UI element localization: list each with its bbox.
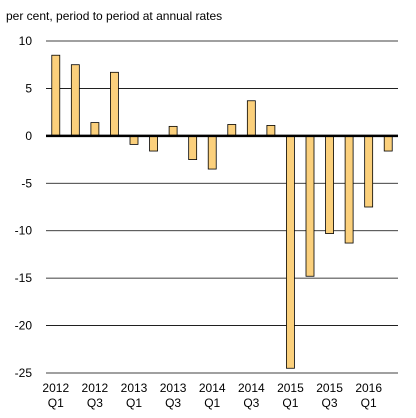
bar (110, 71, 119, 137)
x-tick-label: 2012 (42, 381, 69, 395)
bar (207, 135, 217, 170)
x-tick-label: Q3 (165, 396, 181, 410)
x-tick-label: 2014 (199, 381, 226, 395)
y-tick-label: -25 (15, 366, 33, 380)
x-tick-label: Q3 (87, 396, 103, 410)
bar (286, 135, 295, 369)
y-tick-label: -5 (21, 176, 32, 190)
x-tick-label: 2013 (160, 381, 187, 395)
bar (364, 135, 374, 208)
x-tick-label: 2015 (316, 381, 343, 395)
y-tick-label: 0 (25, 129, 32, 143)
x-tick-label: Q3 (322, 396, 338, 410)
bar (383, 135, 393, 152)
bar (70, 64, 80, 137)
y-tick-label: -15 (15, 271, 33, 285)
x-tick-label: Q1 (361, 396, 377, 410)
y-tick-label: -20 (15, 319, 33, 333)
bar (266, 125, 276, 137)
x-tick-label: Q3 (243, 396, 259, 410)
bar (227, 124, 237, 137)
x-tick-label: 2013 (121, 381, 148, 395)
bar (305, 135, 315, 277)
x-tick-label: Q1 (204, 396, 220, 410)
y-tick-label: 10 (19, 34, 33, 48)
bar (168, 125, 178, 137)
x-tick-label: Q1 (282, 396, 298, 410)
bar (149, 135, 158, 152)
bar (129, 135, 139, 145)
x-tick-label: 2014 (238, 381, 265, 395)
bar (325, 135, 334, 234)
bar (246, 100, 256, 137)
x-tick-label: Q1 (126, 396, 142, 410)
x-tick-label: Q1 (48, 396, 64, 410)
y-tick-label: -10 (15, 224, 33, 238)
x-tick-label: 2015 (277, 381, 304, 395)
x-tick-label: 2016 (355, 381, 382, 395)
bar (51, 54, 61, 137)
bar (90, 122, 100, 137)
y-tick-label: 5 (25, 81, 32, 95)
x-tick-label: 2012 (82, 381, 109, 395)
chart-title: per cent, period to period at annual rat… (6, 9, 222, 23)
bar (344, 135, 354, 244)
bar (188, 135, 198, 160)
